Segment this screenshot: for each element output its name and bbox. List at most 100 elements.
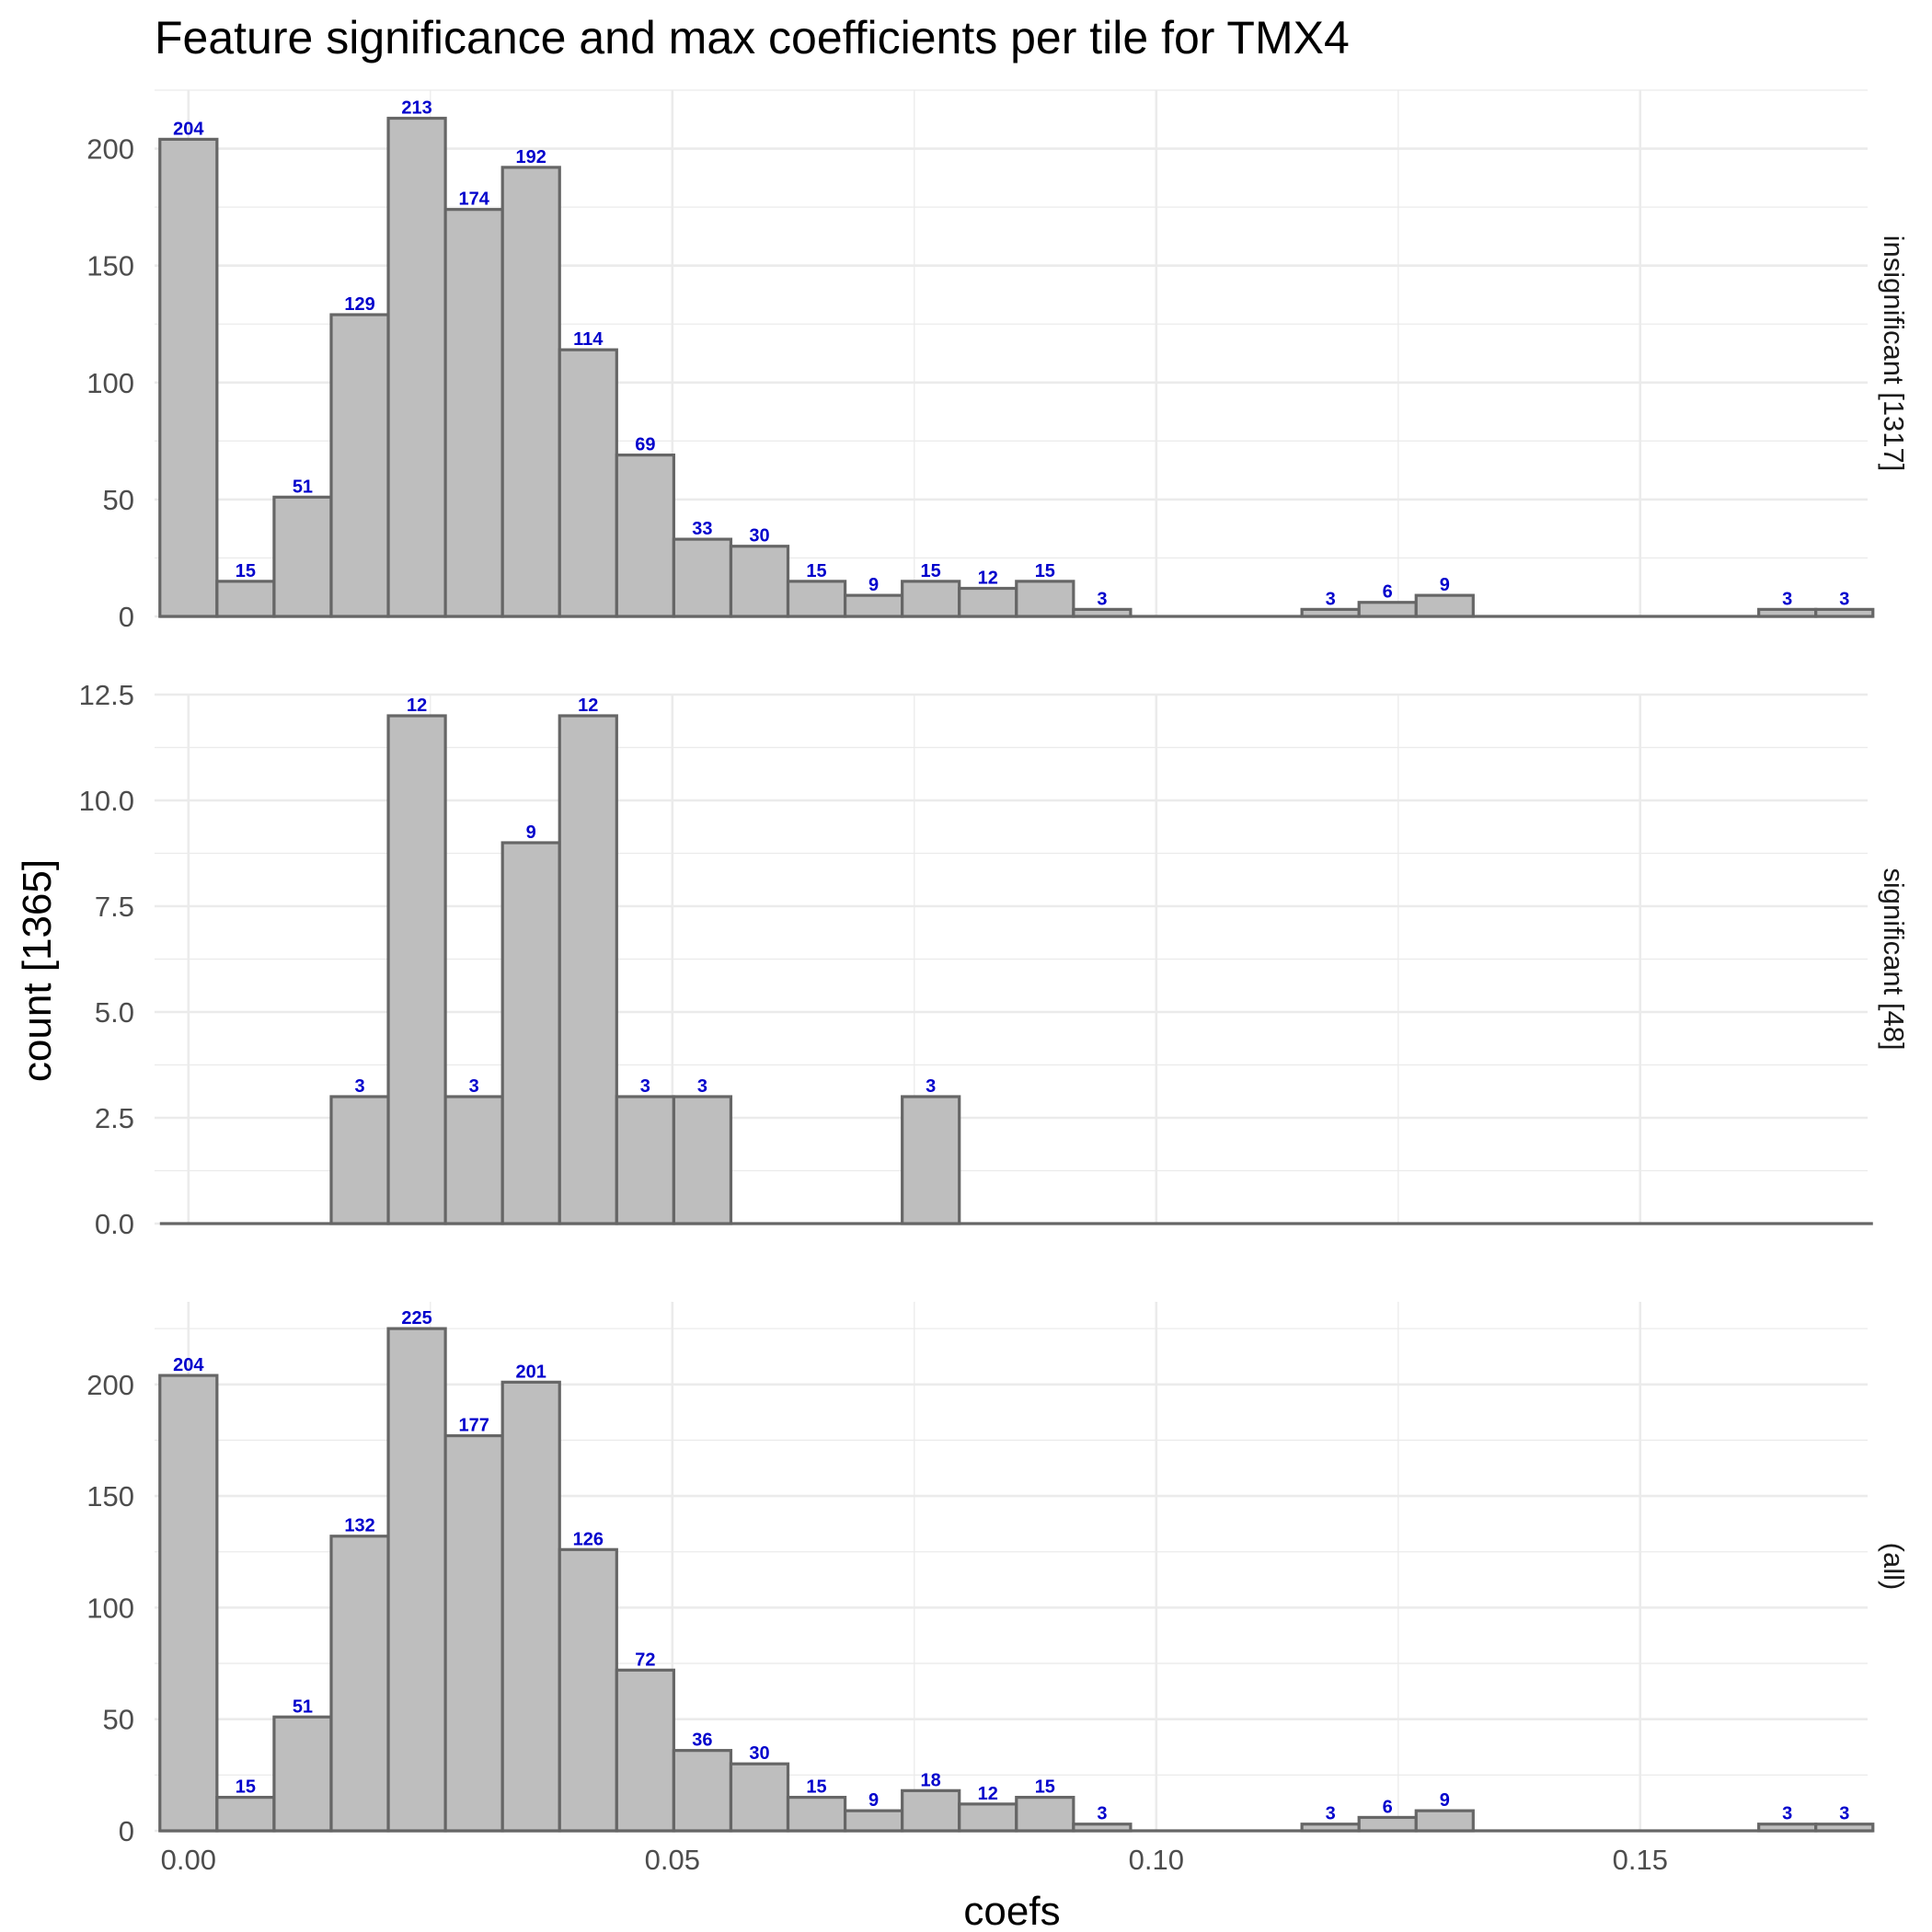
bar-count-label: 15 [1035, 1777, 1055, 1798]
histogram-bar [215, 1796, 276, 1833]
bar-count-label: 3 [469, 1076, 479, 1097]
histogram-bar [158, 1374, 219, 1833]
histogram-bar [386, 1327, 447, 1833]
histogram-bar [729, 545, 790, 618]
bar-count-label: 9 [868, 575, 879, 595]
histogram-bar [558, 1547, 618, 1833]
histogram-bar [558, 348, 618, 618]
histogram-bar [215, 580, 276, 618]
bar-count-label: 9 [1440, 1790, 1450, 1811]
y-tick-label: 100 [86, 367, 134, 399]
x-tick-label: 0.00 [161, 1844, 216, 1876]
x-tick-label: 0.10 [1129, 1844, 1184, 1876]
y-tick-label: 50 [103, 484, 134, 516]
y-tick-label: 7.5 [95, 891, 134, 923]
histogram-bar [558, 714, 618, 1225]
histogram-bar [443, 1433, 504, 1833]
bar-count-label: 15 [806, 561, 826, 581]
chart-title: Feature significance and max coefficient… [155, 12, 1350, 63]
bar-count-label: 6 [1383, 1797, 1393, 1817]
histogram-bar [1015, 580, 1075, 618]
bar-count-label: 51 [293, 477, 313, 497]
x-axis-ticks: 0.00 0.05 0.10 0.15 [161, 1844, 1668, 1876]
bar-count-label: 132 [344, 1516, 374, 1536]
bar-count-label: 6 [1383, 582, 1393, 603]
histogram-bar [500, 1380, 561, 1833]
bar-count-label: 30 [749, 526, 769, 546]
facet-panel: 0.0 2.5 5.0 7.5 10.0 12.5 3 12 3 9 12 3 3 3 significan… [79, 679, 1910, 1240]
bar-count-label: 15 [236, 561, 256, 581]
y-tick-label: 150 [86, 250, 134, 282]
y-tick-label: 12.5 [79, 679, 134, 711]
histogram-bar [672, 1095, 733, 1225]
bar-count-label: 36 [692, 1731, 712, 1751]
histogram-bar [443, 208, 504, 618]
facet-strip-label: insignificant [1317] [1878, 236, 1910, 472]
y-tick-label: 50 [103, 1704, 134, 1736]
bar-count-label: 3 [1839, 589, 1849, 609]
bar-count-label: 12 [978, 568, 998, 588]
bar-count-label: 69 [635, 435, 655, 455]
y-tick-label: 100 [86, 1592, 134, 1624]
bar-count-label: 12 [578, 696, 598, 716]
histogram-bar [272, 1715, 333, 1833]
bar-count-label: 15 [806, 1777, 826, 1798]
histogram-bar [1357, 1815, 1418, 1833]
bar-count-label: 129 [344, 294, 374, 315]
bar-count-label: 3 [640, 1076, 650, 1097]
histogram-bar [1414, 593, 1475, 618]
histogram-bar [386, 116, 447, 618]
histogram-bar [958, 586, 1018, 618]
histogram-bar [615, 453, 675, 618]
histogram-bar [443, 1095, 504, 1225]
histogram-bar [1757, 1823, 1818, 1833]
bar-count-label: 15 [1035, 561, 1055, 581]
bar-count-label: 3 [1097, 589, 1107, 609]
histogram-bar [1015, 1796, 1075, 1833]
histogram-bar [329, 1095, 390, 1225]
histogram-bar [272, 495, 333, 618]
y-tick-label: 0 [119, 1815, 134, 1847]
bar-count-label: 3 [697, 1076, 707, 1097]
x-tick-label: 0.15 [1613, 1844, 1668, 1876]
y-tick-label: 200 [86, 133, 134, 166]
histogram-bar [672, 1749, 733, 1833]
histogram-bar [500, 166, 561, 618]
histogram-bar [672, 537, 733, 618]
x-tick-label: 0.05 [645, 1844, 700, 1876]
histogram-bar [158, 137, 219, 618]
histogram-bar [786, 1796, 847, 1833]
bar-count-label: 204 [173, 1355, 204, 1375]
histogram-bar [843, 1809, 904, 1833]
facet-strip-label: (all) [1878, 1543, 1910, 1591]
histogram-bar [1414, 1809, 1475, 1833]
bar-count-label: 204 [173, 119, 204, 139]
y-tick-label: 200 [86, 1369, 134, 1401]
bar-count-label: 72 [635, 1650, 655, 1670]
histogram-bar [1300, 1823, 1361, 1833]
histogram-bar [786, 580, 847, 618]
histogram-bar [1814, 607, 1875, 618]
y-tick-label: 150 [86, 1480, 134, 1512]
x-axis-title: coefs [963, 1889, 1060, 1932]
bar-count-label: 114 [573, 329, 604, 350]
bar-count-label: 12 [407, 696, 427, 716]
bar-count-label: 9 [1440, 575, 1450, 595]
bar-count-label: 3 [1839, 1804, 1849, 1824]
bar-count-label: 3 [1326, 1804, 1336, 1824]
bar-count-label: 3 [354, 1076, 364, 1097]
bar-count-label: 3 [1782, 589, 1792, 609]
y-tick-label: 5.0 [95, 996, 134, 1029]
bar-count-label: 51 [293, 1696, 313, 1717]
y-tick-label: 0.0 [95, 1208, 134, 1240]
bar-count-label: 18 [921, 1770, 941, 1790]
histogram-bar [386, 714, 447, 1225]
histogram-bar [1757, 607, 1818, 618]
y-axis-title: count [1365] [15, 859, 60, 1082]
histogram-bar [1357, 601, 1418, 618]
histogram-bar [901, 1788, 961, 1833]
facet-strip-label: significant [48] [1878, 868, 1910, 1050]
